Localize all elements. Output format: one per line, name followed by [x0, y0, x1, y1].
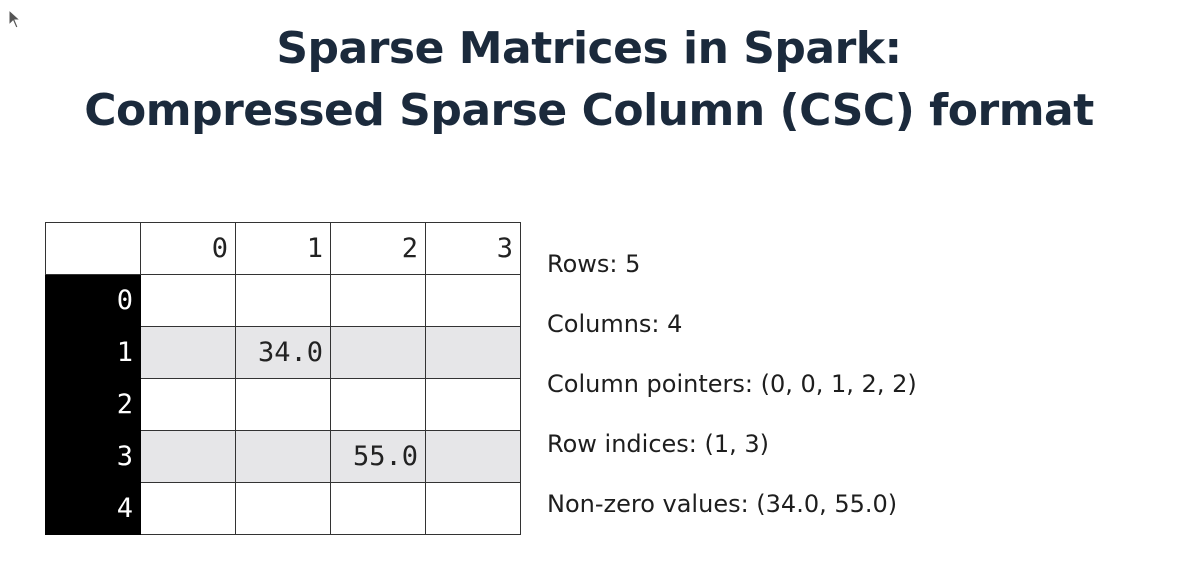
corner-cell — [45, 222, 141, 275]
matrix-cell — [140, 378, 236, 431]
matrix-cell: 55.0 — [330, 430, 426, 483]
slide-title: Sparse Matrices in Spark: Compressed Spa… — [0, 18, 1178, 142]
column-header: 3 — [425, 222, 521, 275]
matrix-cell — [140, 482, 236, 535]
mouse-pointer-icon — [8, 9, 22, 29]
row-header: 3 — [45, 430, 141, 483]
matrix-cell — [425, 378, 521, 431]
columns-count-text: Columns: 4 — [547, 310, 683, 338]
sparse-matrix-table: 0 1 2 3 0 1 34.0 2 3 55.0 4 — [45, 222, 521, 535]
matrix-cell — [330, 326, 426, 379]
matrix-row: 1 34.0 — [45, 326, 521, 379]
matrix-row: 0 — [45, 274, 521, 327]
matrix-cell: 34.0 — [235, 326, 331, 379]
matrix-cell — [330, 378, 426, 431]
matrix-cell — [235, 378, 331, 431]
row-indices-text: Row indices: (1, 3) — [547, 430, 770, 458]
csc-info-panel: Rows: 5 Columns: 4 Column pointers: (0, … — [547, 243, 917, 543]
rows-count-text: Rows: 5 — [547, 250, 641, 278]
matrix-cell — [140, 430, 236, 483]
matrix-cell — [425, 482, 521, 535]
matrix-cell — [425, 274, 521, 327]
matrix-cell — [330, 482, 426, 535]
matrix-cell — [140, 326, 236, 379]
matrix-row: 3 55.0 — [45, 430, 521, 483]
row-header: 1 — [45, 326, 141, 379]
matrix-row: 2 — [45, 378, 521, 431]
matrix-cell — [235, 430, 331, 483]
column-header: 0 — [140, 222, 236, 275]
title-line-1: Sparse Matrices in Spark: — [276, 23, 902, 74]
matrix-cell — [235, 274, 331, 327]
matrix-cell — [425, 326, 521, 379]
matrix-cell — [330, 274, 426, 327]
title-line-2: Compressed Sparse Column (CSC) format — [84, 85, 1094, 136]
row-header: 0 — [45, 274, 141, 327]
column-pointers-text: Column pointers: (0, 0, 1, 2, 2) — [547, 370, 917, 398]
matrix-row: 4 — [45, 482, 521, 535]
row-header: 4 — [45, 482, 141, 535]
column-header: 2 — [330, 222, 426, 275]
matrix-cell — [425, 430, 521, 483]
column-header: 1 — [235, 222, 331, 275]
matrix-cell — [235, 482, 331, 535]
matrix-cell — [140, 274, 236, 327]
row-header: 2 — [45, 378, 141, 431]
non-zero-values-text: Non-zero values: (34.0, 55.0) — [547, 490, 898, 518]
header-row: 0 1 2 3 — [45, 222, 521, 275]
